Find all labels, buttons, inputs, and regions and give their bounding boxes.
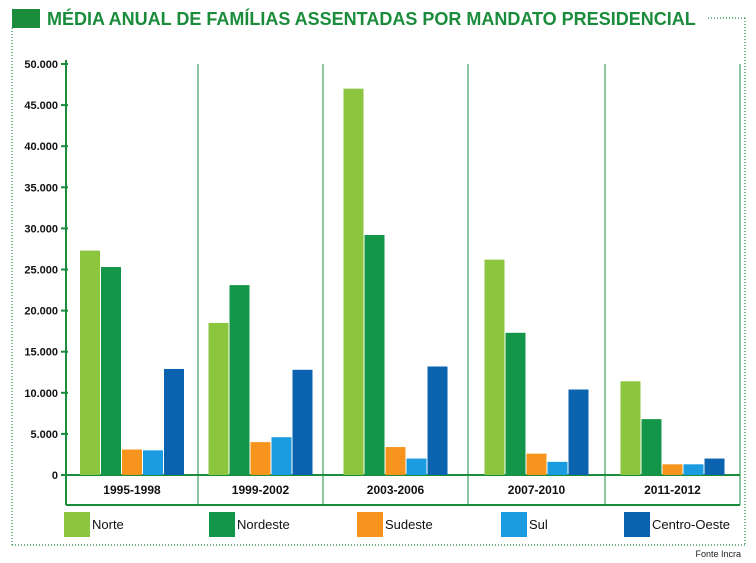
- bar-nordeste: [641, 419, 662, 475]
- category-label: 1995-1998: [103, 483, 161, 497]
- y-tick-label: 15.000: [24, 347, 58, 359]
- bar-sudeste: [250, 442, 271, 475]
- legend-label: Sudeste: [385, 517, 433, 532]
- bar-centro-oeste: [164, 368, 184, 475]
- legend-label: Centro-Oeste: [652, 517, 730, 532]
- y-axis-ticks: 50.000 45.000 40.000 35.000 30.000 25.000 20.0…: [24, 59, 68, 482]
- bar-centro-oeste: [568, 389, 589, 475]
- bar-centro-oeste: [704, 458, 725, 475]
- category-labels: 1995-1998 1999-2002 2003-2006 2007-2010 2011…: [103, 483, 701, 497]
- bar-nordeste: [229, 285, 250, 475]
- legend-swatch: [64, 512, 90, 537]
- y-tick-label: 25.000: [24, 265, 58, 277]
- chart-title: MÉDIA ANUAL DE FAMÍLIAS ASSENTADAS POR M…: [47, 8, 696, 29]
- bar-sudeste: [662, 464, 683, 475]
- legend-label: Sul: [529, 517, 548, 532]
- legend-swatch: [209, 512, 235, 537]
- bar-sul: [143, 450, 163, 475]
- bar-sul: [406, 458, 427, 475]
- y-tick-label: 35.000: [24, 182, 58, 194]
- bar-norte: [343, 88, 364, 475]
- y-tick-label: 40.000: [24, 141, 58, 153]
- bars-layer: [80, 88, 725, 475]
- y-tick-label: 45.000: [24, 100, 58, 112]
- bar-sul: [547, 461, 568, 475]
- y-tick-label: 5.000: [30, 429, 58, 441]
- legend-swatch: [624, 512, 650, 537]
- bar-norte: [620, 381, 641, 475]
- legend-label: Norte: [92, 517, 124, 532]
- bar-sudeste: [122, 449, 142, 475]
- category-label: 1999-2002: [232, 483, 290, 497]
- category-label: 2011-2012: [644, 483, 701, 497]
- legend: Norte Nordeste Sudeste Sul Centro-Oeste: [64, 512, 730, 537]
- bar-sul: [271, 437, 292, 475]
- legend-swatch: [357, 512, 383, 537]
- bar-norte: [80, 250, 100, 475]
- title-marker: [12, 9, 40, 28]
- y-tick-label: 20.000: [24, 306, 58, 318]
- legend-swatch: [501, 512, 527, 537]
- bar-norte: [208, 322, 229, 475]
- y-tick-label: 0: [52, 470, 58, 482]
- category-label: 2003-2006: [367, 483, 425, 497]
- bar-sudeste: [385, 447, 406, 475]
- y-tick-label: 30.000: [24, 223, 58, 235]
- category-label: 2007-2010: [508, 483, 566, 497]
- source-note: Fonte Incra: [695, 549, 741, 559]
- bar-nordeste: [505, 332, 526, 475]
- bar-sul: [683, 464, 704, 475]
- bar-norte: [484, 259, 505, 475]
- bar-sudeste: [526, 453, 547, 475]
- legend-label: Nordeste: [237, 517, 290, 532]
- bar-nordeste: [101, 267, 121, 475]
- bar-centro-oeste: [427, 366, 448, 475]
- bar-nordeste: [364, 234, 385, 475]
- bar-centro-oeste: [292, 369, 313, 475]
- y-tick-label: 50.000: [24, 59, 58, 71]
- y-tick-label: 10.000: [24, 388, 58, 400]
